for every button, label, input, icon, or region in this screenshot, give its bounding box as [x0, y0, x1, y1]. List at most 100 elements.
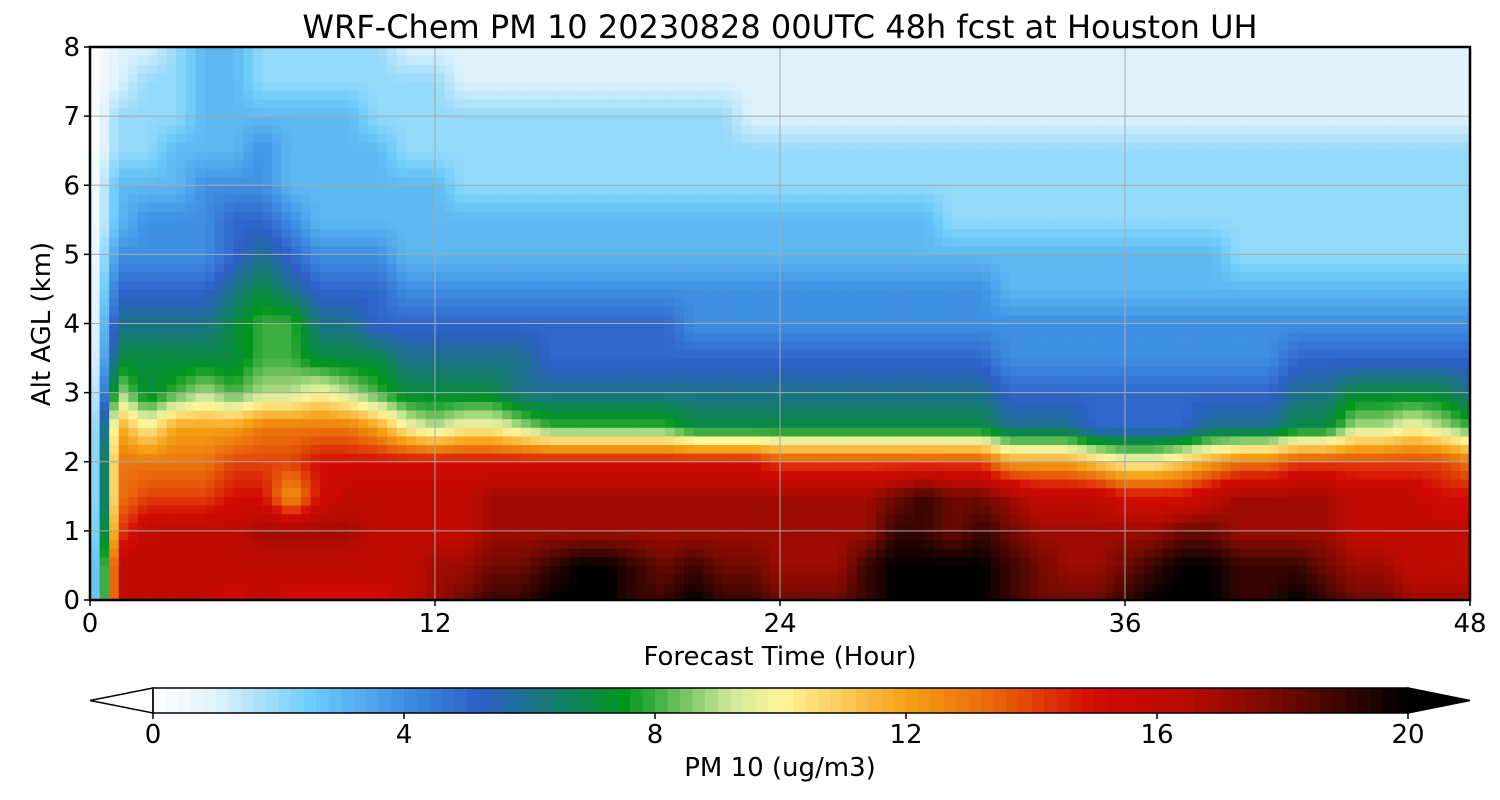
heatmap-cell — [147, 47, 158, 57]
heatmap-cell — [205, 427, 216, 437]
heatmap-cell — [118, 418, 129, 428]
heatmap-cell — [530, 142, 542, 152]
heatmap-cell — [530, 375, 542, 385]
heatmap-cell — [789, 427, 800, 437]
heatmap-cell — [789, 565, 800, 575]
heatmap-cell — [597, 349, 609, 359]
heatmap-cell — [99, 522, 110, 532]
heatmap-cell — [329, 435, 340, 446]
heatmap-cell — [626, 453, 637, 463]
heatmap-cell — [176, 297, 187, 307]
heatmap-cell — [588, 306, 599, 316]
heatmap-cell — [406, 340, 417, 351]
heatmap-cell — [406, 504, 417, 515]
heatmap-cell — [799, 124, 810, 135]
heatmap-cell — [377, 176, 388, 186]
heatmap-cell — [128, 47, 139, 57]
heatmap-cell — [511, 332, 522, 342]
heatmap-cell — [463, 496, 474, 506]
heatmap-cell — [214, 323, 225, 333]
heatmap-cell — [626, 323, 637, 333]
heatmap-cell — [128, 90, 139, 100]
heatmap-cell — [674, 487, 685, 497]
heatmap-cell — [415, 211, 427, 221]
heatmap-cell — [780, 185, 791, 195]
heatmap-cell — [799, 72, 810, 83]
heatmap-cell — [760, 340, 772, 351]
heatmap-cell — [799, 435, 810, 446]
heatmap-cell — [262, 159, 273, 169]
heatmap-cell — [636, 297, 647, 307]
heatmap-cell — [473, 228, 484, 238]
heatmap-cell — [252, 176, 264, 186]
heatmap-cell — [588, 323, 599, 333]
heatmap-cell — [636, 565, 647, 575]
heatmap-cell — [406, 90, 417, 100]
heatmap-cell — [367, 55, 379, 65]
heatmap-cell — [645, 81, 657, 91]
heatmap-cell — [310, 530, 321, 541]
heatmap-cell — [415, 185, 427, 195]
heatmap-cell — [655, 254, 666, 264]
heatmap-cell — [482, 375, 494, 385]
heatmap-cell — [109, 332, 120, 342]
heatmap-cell — [521, 90, 532, 100]
heatmap-cell — [272, 211, 283, 221]
heatmap-cell — [118, 470, 129, 480]
heatmap-cell — [99, 271, 110, 281]
heatmap-cell — [799, 185, 810, 195]
heatmap-cell — [569, 306, 580, 316]
heatmap-cell — [348, 539, 359, 549]
heatmap-cell — [722, 202, 733, 212]
heatmap-cell — [540, 72, 551, 83]
heatmap-cell — [578, 98, 589, 109]
heatmap-cell — [569, 116, 580, 126]
heatmap-cell — [473, 116, 484, 126]
heatmap-cell — [732, 81, 743, 91]
heatmap-cell — [137, 504, 149, 515]
heatmap-cell — [147, 228, 158, 238]
heatmap-cell — [645, 271, 657, 281]
heatmap-cell — [243, 556, 254, 567]
heatmap-cell — [607, 427, 618, 437]
heatmap-cell — [463, 245, 474, 255]
heatmap-cell — [90, 574, 101, 584]
heatmap-cell — [444, 237, 455, 247]
heatmap-cell — [118, 366, 129, 376]
heatmap-cell — [655, 444, 666, 454]
heatmap-cell — [770, 314, 781, 325]
heatmap-cell — [770, 548, 781, 558]
heatmap-cell — [396, 314, 407, 325]
heatmap-cell — [502, 306, 513, 316]
heatmap-cell — [128, 271, 139, 281]
heatmap-cell — [741, 574, 752, 584]
heatmap-cell — [176, 513, 187, 523]
heatmap-cell — [272, 150, 283, 160]
heatmap-cell — [799, 574, 810, 584]
heatmap-cell — [233, 185, 244, 195]
heatmap-cell — [732, 401, 743, 411]
heatmap-cell — [703, 90, 714, 100]
heatmap-cell — [818, 254, 829, 264]
heatmap-cell — [348, 444, 359, 454]
heatmap-cell — [214, 237, 225, 247]
heatmap-cell — [760, 358, 772, 368]
heatmap-cell — [511, 522, 522, 532]
heatmap-cell — [185, 409, 197, 420]
heatmap-cell — [435, 358, 446, 368]
heatmap-cell — [607, 349, 618, 359]
heatmap-cell — [205, 263, 216, 273]
heatmap-cell — [645, 245, 657, 255]
heatmap-cell — [90, 72, 101, 83]
heatmap-cell — [320, 237, 331, 247]
heatmap-cell — [425, 556, 436, 567]
heatmap-cell — [252, 72, 264, 83]
heatmap-cell — [607, 401, 618, 411]
heatmap-cell — [502, 366, 513, 376]
heatmap-cell — [588, 574, 599, 584]
heatmap-cell — [320, 383, 331, 394]
heatmap-cell — [827, 453, 839, 463]
heatmap-cell — [502, 271, 513, 281]
heatmap-cell — [454, 487, 465, 497]
heatmap-cell — [166, 297, 177, 307]
